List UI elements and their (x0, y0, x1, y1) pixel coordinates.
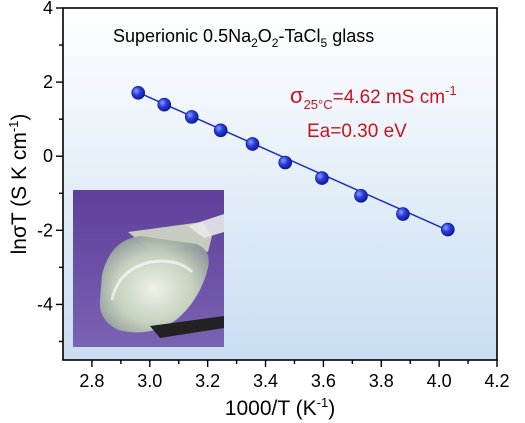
data-point (245, 137, 260, 151)
title-sub1: 2 (251, 36, 258, 50)
title-sub2: 2 (272, 36, 279, 50)
title-pre: Superionic 0.5Na (113, 26, 252, 46)
sigma-value: =4.62 mS cm (333, 87, 445, 108)
plot-frame (62, 7, 498, 361)
y-axis-title-main: lnσT (S K cm (8, 132, 31, 254)
data-point (354, 189, 368, 203)
chart-title: Superionic 0.5Na2O2-TaCl5 glass (113, 26, 374, 50)
data-point (315, 171, 329, 185)
x-tick-label: 3.4 (253, 371, 278, 391)
axis-ticks (56, 7, 498, 367)
y-axis-title-close: ) (8, 114, 31, 121)
sigma-sup: -1 (445, 83, 457, 98)
x-axis-title: 1000/T (K-1) (225, 395, 335, 420)
title-mid2: -TaCl (278, 26, 320, 46)
glass-sample-photo (73, 190, 224, 347)
sigma-subscript: 25°C (304, 97, 333, 112)
sigma-symbol: σ (290, 83, 304, 108)
data-point (213, 123, 228, 138)
x-axis-title-close: ) (328, 397, 335, 420)
x-tick-label: 4.2 (484, 371, 509, 391)
y-tick-labels: 4 2 0 -2 -4 (37, 0, 53, 314)
data-point (157, 97, 172, 112)
data-point (184, 110, 199, 124)
data-point (396, 207, 410, 221)
y-tick-label: 4 (43, 0, 53, 18)
title-mid1: O (258, 26, 272, 46)
title-post: glass (327, 26, 374, 46)
y-tick-label: 2 (43, 72, 53, 92)
data-point (441, 222, 455, 237)
x-axis-title-sup: -1 (317, 395, 329, 410)
data-points (131, 86, 455, 237)
x-tick-label: 4.0 (427, 371, 452, 391)
x-tick-label: 3.6 (311, 371, 336, 391)
y-axis-title-sup: -1 (6, 121, 21, 133)
title-sub3: 5 (321, 36, 328, 50)
y-tick-label: 0 (43, 146, 53, 166)
x-axis-title-main: 1000/T (K (225, 397, 317, 420)
activation-energy-annotation: Ea=0.30 eV (307, 121, 407, 142)
x-tick-label: 3.2 (195, 371, 220, 391)
x-tick-label: 2.8 (79, 371, 104, 391)
data-point (131, 86, 146, 100)
data-point (278, 155, 293, 170)
y-tick-label: -4 (37, 294, 53, 314)
x-tick-label: 3.0 (137, 371, 162, 391)
conductivity-annotation: σ25°C=4.62 mS cm-1 (290, 83, 457, 112)
y-axis-title: lnσT (S K cm-1) (6, 114, 31, 255)
y-tick-label: -2 (37, 220, 53, 240)
x-tick-label: 3.8 (369, 371, 394, 391)
x-tick-labels: 2.8 3.0 3.2 3.4 3.6 3.8 4.0 4.2 (79, 371, 509, 391)
